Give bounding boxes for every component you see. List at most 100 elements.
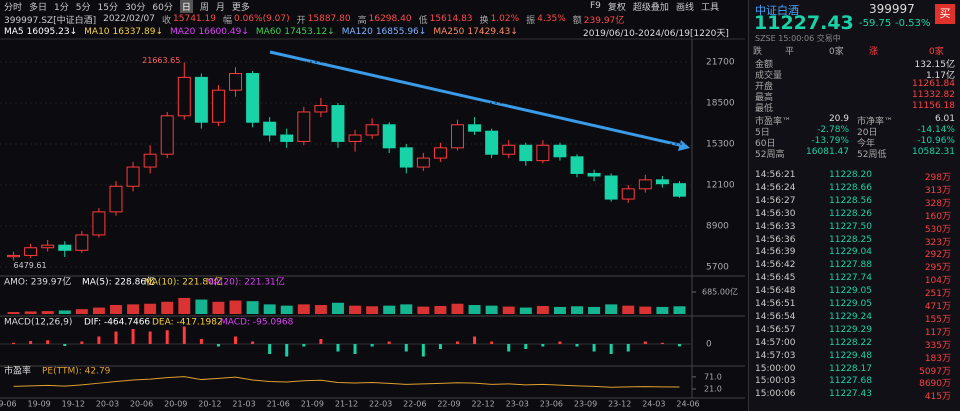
x-tick-label: 20-06 bbox=[130, 400, 153, 409]
breadth: 涨 bbox=[869, 47, 879, 57]
ma-value: 17429.43↓ bbox=[467, 27, 518, 37]
pair-label: 52周低 bbox=[857, 150, 887, 160]
candle-body bbox=[314, 105, 328, 113]
macd-dea: DEA: -417.1982 bbox=[152, 318, 223, 328]
tick-price: 11228.56 bbox=[829, 195, 872, 206]
x-tick-label: 20-12 bbox=[198, 400, 221, 409]
tick-time: 15:00:00 bbox=[755, 363, 796, 374]
volume-bar bbox=[366, 306, 379, 314]
pair-value: -13.79% bbox=[811, 136, 849, 146]
candle-body bbox=[297, 111, 311, 142]
x-tick-label: 19-06 bbox=[0, 400, 17, 409]
y-tick-label: 71.0 bbox=[704, 372, 722, 381]
tick-price: 11227.74 bbox=[829, 273, 872, 284]
x-tick-label: 24-06 bbox=[676, 400, 699, 409]
tick-time: 14:56:48 bbox=[755, 286, 796, 297]
tool-button[interactable]: 工具 bbox=[700, 2, 719, 13]
info-label: 开 bbox=[296, 15, 306, 26]
tick-volume: 251万 bbox=[924, 289, 951, 300]
volume-bar bbox=[7, 312, 20, 314]
tick-time: 14:56:30 bbox=[755, 208, 796, 219]
date: 2022/02/07 bbox=[103, 14, 155, 24]
volume-bar bbox=[400, 304, 413, 314]
volume-bar bbox=[75, 309, 88, 314]
x-tick-label: 22-06 bbox=[403, 400, 426, 409]
macd-dif: DIF: -464.7466 bbox=[84, 318, 150, 328]
tool-button[interactable]: 画线 bbox=[675, 2, 694, 13]
candle-body bbox=[177, 76, 191, 117]
tick-price: 11227.43 bbox=[829, 389, 872, 400]
tick-price: 11227.88 bbox=[829, 260, 872, 271]
tick-time: 14:56:45 bbox=[755, 273, 796, 284]
tool-button[interactable]: F9 bbox=[590, 1, 601, 11]
tick-time: 14:57:03 bbox=[755, 350, 796, 361]
candle-body bbox=[468, 124, 482, 132]
toolbar: 分时 多日 1分 5分 15分 30分 60分日周月更多 bbox=[4, 0, 250, 13]
volume-bar bbox=[24, 311, 37, 314]
info-value: 15741.19 bbox=[173, 14, 216, 24]
pair-label: 20日 bbox=[857, 128, 878, 138]
period-tab[interactable]: 周 bbox=[199, 2, 209, 13]
candle-body bbox=[621, 188, 635, 200]
period-tab[interactable]: 1分 bbox=[54, 2, 69, 13]
period-tab[interactable]: 30分 bbox=[124, 2, 146, 13]
period-tab[interactable]: 更多 bbox=[231, 2, 250, 13]
tick-volume: 160万 bbox=[924, 211, 951, 222]
chart: 21700 18500 15300 12100 8900 5700 21663.65 6479… bbox=[0, 38, 745, 409]
volume-bar bbox=[571, 306, 583, 314]
info-label: 振 bbox=[526, 15, 536, 26]
pair-label: 市盈率™ bbox=[755, 117, 792, 127]
y-tick-label: 21.0 bbox=[704, 384, 722, 393]
tick-volume: 530万 bbox=[924, 224, 951, 235]
volume-bar bbox=[41, 311, 54, 314]
info-label: 换 bbox=[479, 15, 489, 26]
volume-bar bbox=[536, 305, 549, 314]
volume-title: AMO: 239.97亿 bbox=[4, 276, 71, 288]
tick-volume: 292万 bbox=[924, 250, 951, 261]
candle-body bbox=[399, 147, 413, 168]
candle-body bbox=[126, 166, 140, 187]
candle-body bbox=[587, 172, 601, 177]
stat-label: 金额 bbox=[755, 60, 774, 70]
tool-button[interactable]: 复权 bbox=[607, 2, 626, 13]
volume-bar bbox=[314, 305, 327, 314]
period-tab[interactable]: 多日 bbox=[29, 2, 48, 13]
period-tab[interactable]: 分时 bbox=[4, 2, 23, 13]
volume-bar bbox=[383, 305, 396, 314]
tool-button[interactable]: 超级叠加 bbox=[632, 2, 669, 13]
ma-value: 16095.23↓ bbox=[26, 27, 78, 37]
info-value: 16298.40 bbox=[368, 14, 412, 24]
y-tick-label: 12100 bbox=[706, 180, 735, 190]
period-tab[interactable]: 月 bbox=[215, 2, 225, 13]
x-tick-label: 19-12 bbox=[62, 400, 85, 409]
volume-bar bbox=[417, 306, 430, 314]
period-tab[interactable]: 日 bbox=[179, 0, 193, 13]
period-tab[interactable]: 60分 bbox=[152, 2, 173, 13]
candle-body bbox=[348, 134, 362, 142]
period-tab[interactable]: 5分 bbox=[75, 2, 91, 13]
tick-volume: 5097万 bbox=[919, 366, 951, 377]
tick-volume: 328万 bbox=[924, 198, 951, 209]
candle-body bbox=[638, 179, 652, 190]
candle-body bbox=[655, 179, 669, 185]
tick-price: 11229.05 bbox=[829, 286, 872, 297]
candle-body bbox=[536, 144, 550, 162]
tick-time: 14:56:36 bbox=[755, 234, 796, 245]
period-tab[interactable]: 15分 bbox=[97, 2, 118, 13]
tick-volume: 155万 bbox=[924, 314, 951, 325]
tick-time: 14:56:42 bbox=[755, 260, 796, 271]
volume-bar bbox=[656, 306, 669, 314]
volume-bar bbox=[280, 305, 293, 314]
x-tick-label: 23-03 bbox=[506, 400, 529, 409]
tick-volume: 183万 bbox=[924, 353, 951, 364]
tick-time: 15:00:03 bbox=[755, 376, 796, 387]
buy-button[interactable]: 买 bbox=[935, 4, 955, 24]
candle-body bbox=[604, 175, 618, 200]
tick-time: 14:56:54 bbox=[755, 311, 796, 322]
pair-value: -2.78% bbox=[817, 125, 849, 135]
breadth: 0家 bbox=[929, 47, 944, 57]
range: 2019/06/10-2024/06/19[1220天] bbox=[583, 26, 729, 39]
macd-macd: MACD: -95.0968 bbox=[220, 318, 294, 328]
x-tick-label: 22-03 bbox=[369, 400, 392, 409]
